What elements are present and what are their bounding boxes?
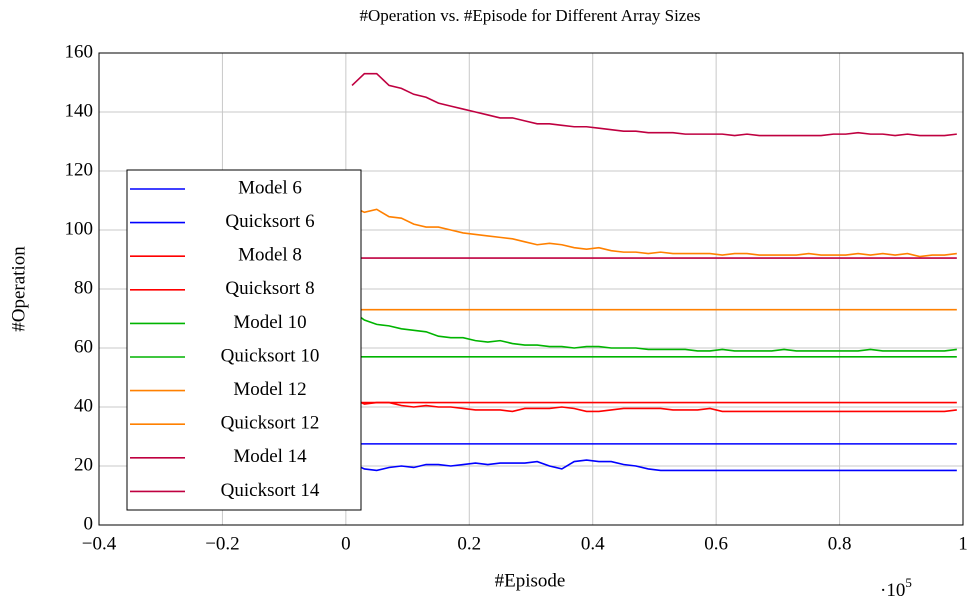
x-multiplier-base: ·10 [880, 580, 905, 601]
x-tick-label: −0.2 [205, 533, 239, 554]
legend-label: Model 8 [238, 245, 302, 266]
y-tick-label: 40 [74, 395, 93, 416]
x-multiplier-exponent: 5 [905, 575, 912, 590]
series-line [351, 310, 957, 352]
x-tick-label: 0.2 [457, 533, 481, 554]
y-tick-label: 60 [74, 336, 93, 357]
y-axis-label: #Operation [8, 246, 29, 332]
legend-label: Quicksort 10 [221, 345, 320, 366]
legend-label: Quicksort 14 [221, 480, 320, 501]
series-line [351, 397, 957, 413]
x-tick-label: 0.6 [704, 533, 728, 554]
legend-label: Quicksort 8 [225, 278, 314, 299]
series-line [351, 205, 957, 258]
x-tick-label: 1 [958, 533, 968, 554]
chart-title: #Operation vs. #Episode for Different Ar… [359, 6, 700, 25]
legend-label: Model 10 [233, 312, 306, 333]
legend-label: Model 12 [233, 379, 306, 400]
y-tick-label: 80 [74, 277, 93, 298]
series-line [351, 459, 957, 472]
legend-label: Quicksort 6 [225, 211, 314, 232]
plot-frame [98, 52, 964, 526]
legend-label: Quicksort 12 [221, 413, 320, 434]
legend: Model 6 Quicksort 6 Model 8 Quicksort 8 Mode… [126, 169, 362, 511]
x-axis-label: #Episode [495, 570, 566, 591]
x-tick-label: 0 [341, 533, 351, 554]
y-tick-label: 0 [84, 513, 94, 534]
y-tick-label: 20 [74, 454, 93, 475]
y-tick-label: 120 [65, 159, 94, 180]
legend-label: Model 14 [233, 446, 307, 467]
x-tick-label: −0.4 [82, 533, 117, 554]
x-multiplier: ·105 [880, 575, 912, 601]
y-tick-label: 100 [65, 218, 94, 239]
series-line [351, 72, 957, 137]
y-tick-label: 160 [65, 41, 94, 62]
legend-box [126, 169, 362, 511]
x-tick-label: 0.8 [828, 533, 852, 554]
legend-label: Model 6 [238, 177, 302, 198]
y-tick-label: 140 [65, 100, 94, 121]
x-tick-label: 0.4 [581, 533, 605, 554]
